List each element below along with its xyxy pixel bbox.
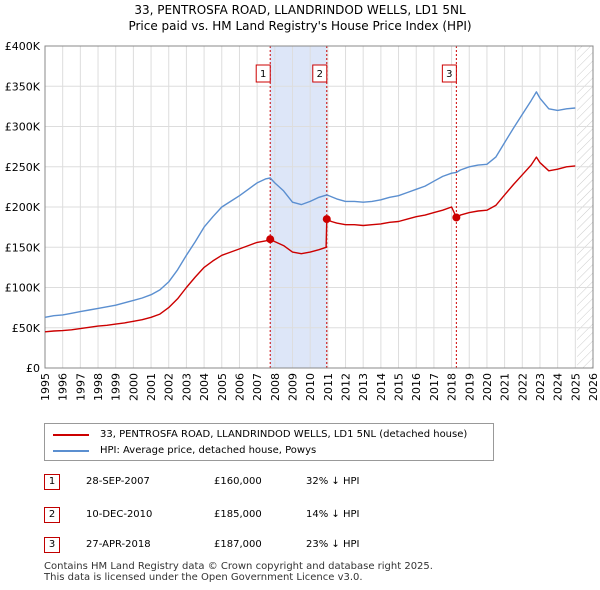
y-tick-label: £350K [5, 80, 41, 93]
x-tick-label: 2016 [410, 373, 423, 401]
x-tick-label: 2017 [428, 373, 441, 401]
price-chart: £0 £50K £100K £150K £200K £250K £300K £350K £400… [5, 40, 600, 401]
y-tick-label: £50K [12, 322, 41, 335]
x-tick-label: 2013 [357, 373, 370, 401]
legend-swatch-hpi [53, 450, 89, 452]
x-tick-label: 2015 [393, 373, 406, 401]
transaction-hpi-diff: 32% ↓ HPI [306, 476, 360, 487]
legend-label-property: 33, PENTROSFA ROAD, LLANDRINDOD WELLS, L… [100, 429, 468, 440]
transaction-hpi-diff: 23% ↓ HPI [306, 539, 360, 550]
x-tick-label: 2014 [375, 373, 388, 401]
y-tick-label: £150K [5, 241, 41, 254]
series-line-property [44, 156, 576, 333]
x-tick-label: 1996 [57, 373, 70, 401]
sale-marker: 2 [312, 64, 328, 83]
y-tick-label: £0 [26, 362, 40, 375]
x-tick-label: 2000 [127, 373, 140, 401]
footer-line1: Contains HM Land Registry data © Crown c… [44, 561, 433, 572]
plot-frame [44, 45, 594, 369]
sale-marker-box [255, 64, 271, 83]
transaction-marker: 1 [44, 474, 60, 490]
transaction-date: 27-APR-2018 [86, 539, 151, 550]
transaction-row: 3 27-APR-2018 £187,000 23% ↓ HPI [0, 537, 600, 555]
x-tick-label: 2007 [251, 373, 264, 401]
sale-point [452, 213, 461, 222]
x-tick-label: 2002 [163, 373, 176, 401]
x-tick-label: 2025 [569, 373, 582, 401]
y-tick-label: £200K [5, 201, 41, 214]
transaction-price: £160,000 [214, 476, 262, 487]
sale-marker-label: 3 [446, 69, 452, 80]
x-tick-label: 2024 [552, 373, 565, 401]
x-tick-label: 2018 [446, 373, 459, 401]
x-tick-label: 2012 [340, 373, 353, 401]
x-tick-label: 2010 [304, 373, 317, 401]
sale-point [322, 215, 331, 224]
transaction-price: £187,000 [214, 539, 262, 550]
sale-marker-label: 2 [317, 69, 323, 80]
y-tick-label: £250K [5, 161, 41, 174]
x-tick-label: 2022 [516, 373, 529, 401]
y-tick-label: £300K [5, 121, 41, 134]
transaction-row: 2 10-DEC-2010 £185,000 14% ↓ HPI [0, 507, 600, 525]
y-tick-label: £400K [5, 40, 41, 53]
x-tick-label: 1998 [92, 373, 105, 401]
x-tick-label: 2008 [269, 373, 282, 401]
sale-marker-box [441, 64, 457, 83]
transaction-date: 10-DEC-2010 [86, 509, 153, 520]
x-tick-label: 2009 [286, 373, 299, 401]
sale-marker-box [312, 64, 328, 83]
chart-title-line2: Price paid vs. HM Land Registry's House … [128, 19, 472, 33]
x-tick-label: 2021 [499, 373, 512, 401]
legend-swatch-property [53, 434, 89, 436]
x-tick-label: 1999 [110, 373, 123, 401]
sale-marker: 3 [441, 64, 457, 83]
x-tick-label: 1997 [74, 373, 87, 401]
legend: 33, PENTROSFA ROAD, LLANDRINDOD WELLS, L… [44, 423, 494, 461]
transaction-hpi-diff: 14% ↓ HPI [306, 509, 360, 520]
x-tick-label: 2019 [463, 373, 476, 401]
x-tick-label: 1995 [39, 373, 52, 401]
sale-marker: 1 [255, 64, 271, 83]
transaction-price: £185,000 [214, 509, 262, 520]
transaction-date: 28-SEP-2007 [86, 476, 150, 487]
sale-marker-label: 1 [260, 69, 266, 80]
x-tick-label: 2026 [587, 373, 600, 401]
x-tick-label: 2004 [198, 373, 211, 401]
legend-label-hpi: HPI: Average price, detached house, Powy… [100, 445, 317, 456]
x-tick-label: 2023 [534, 373, 547, 401]
x-tick-label: 2020 [481, 373, 494, 401]
sale-point [266, 235, 275, 244]
x-tick-label: 2006 [233, 373, 246, 401]
transaction-row: 1 28-SEP-2007 £160,000 32% ↓ HPI [0, 474, 600, 492]
transaction-marker: 3 [44, 537, 60, 553]
x-tick-label: 2011 [322, 373, 335, 401]
x-tick-label: 2003 [180, 373, 193, 401]
chart-title: 33, PENTROSFA ROAD, LLANDRINDOD WELLS, L… [0, 2, 600, 34]
footer-line2: This data is licensed under the Open Gov… [44, 572, 363, 583]
series-line-hpi [44, 91, 576, 318]
x-tick-label: 2001 [145, 373, 158, 401]
transaction-marker: 2 [44, 507, 60, 523]
y-tick-label: £100K [5, 282, 41, 295]
chart-title-line1: 33, PENTROSFA ROAD, LLANDRINDOD WELLS, L… [134, 3, 466, 17]
x-tick-label: 2005 [216, 373, 229, 401]
footer-attribution: Contains HM Land Registry data © Crown c… [44, 561, 433, 583]
